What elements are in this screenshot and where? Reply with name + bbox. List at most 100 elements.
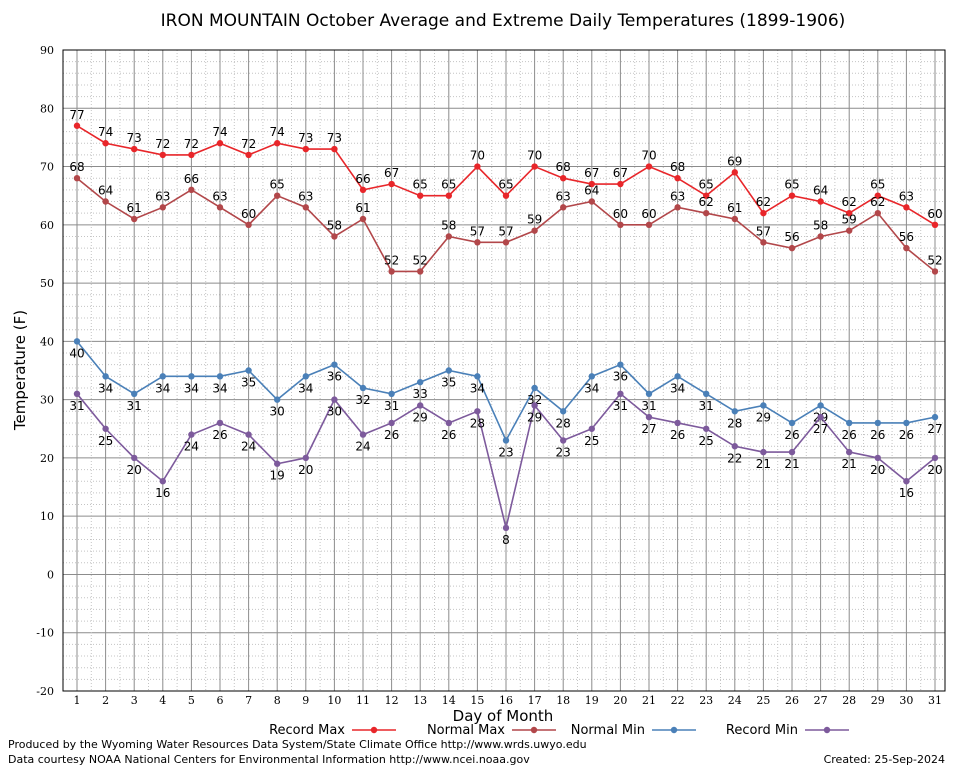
data-label: 20 bbox=[927, 463, 942, 477]
data-label: 60 bbox=[641, 207, 656, 221]
data-label: 25 bbox=[584, 434, 599, 448]
data-label: 19 bbox=[270, 469, 285, 483]
data-point bbox=[474, 163, 481, 170]
legend-item: Record Min bbox=[726, 723, 849, 738]
data-point bbox=[73, 122, 81, 129]
data-point bbox=[788, 192, 796, 199]
data-point bbox=[188, 373, 195, 380]
data-point bbox=[531, 384, 538, 392]
data-label: 34 bbox=[212, 381, 227, 395]
plot-area-border bbox=[62, 49, 946, 692]
data-point bbox=[645, 221, 653, 229]
data-label: 68 bbox=[670, 160, 685, 174]
x-tick-label: 5 bbox=[188, 694, 195, 707]
data-label: 34 bbox=[584, 381, 599, 395]
data-label: 67 bbox=[613, 166, 628, 180]
data-point bbox=[502, 239, 510, 246]
data-label: 67 bbox=[584, 166, 599, 180]
data-label: 31 bbox=[384, 399, 399, 413]
data-point bbox=[216, 140, 224, 147]
data-point bbox=[931, 221, 939, 229]
legend-marker bbox=[530, 726, 538, 734]
x-tick-label: 22 bbox=[671, 694, 685, 707]
data-point bbox=[874, 192, 881, 199]
data-point bbox=[159, 204, 166, 211]
data-label: 28 bbox=[556, 416, 571, 430]
data-point bbox=[274, 396, 281, 403]
data-point bbox=[846, 209, 853, 217]
x-tick-label: 4 bbox=[159, 694, 166, 707]
data-point bbox=[102, 198, 109, 205]
data-label: 34 bbox=[155, 381, 170, 395]
data-point bbox=[245, 151, 252, 159]
data-label: 65 bbox=[870, 178, 885, 192]
x-tick-label: 25 bbox=[756, 694, 770, 707]
data-label: 58 bbox=[813, 218, 828, 232]
data-point bbox=[788, 419, 796, 427]
y-tick-label: 40 bbox=[40, 335, 54, 348]
data-point bbox=[588, 198, 595, 205]
data-label: 26 bbox=[870, 428, 885, 442]
data-label: 16 bbox=[899, 486, 914, 500]
data-point bbox=[245, 367, 252, 374]
data-point bbox=[903, 204, 910, 211]
data-point bbox=[359, 186, 367, 194]
data-point bbox=[502, 437, 510, 444]
data-point bbox=[760, 448, 767, 456]
data-point bbox=[216, 204, 224, 211]
legend-item: Normal Min bbox=[571, 723, 696, 738]
data-label: 65 bbox=[270, 178, 285, 192]
data-label: 28 bbox=[727, 416, 742, 430]
data-point bbox=[645, 163, 653, 170]
data-label: 26 bbox=[784, 428, 799, 442]
y-tick-label: 10 bbox=[40, 510, 54, 523]
x-tick-label: 30 bbox=[899, 694, 913, 707]
data-point bbox=[102, 373, 109, 380]
data-point bbox=[817, 402, 824, 409]
data-point bbox=[903, 478, 910, 485]
data-point bbox=[674, 419, 681, 427]
y-tick-label: 20 bbox=[40, 452, 54, 465]
data-point bbox=[788, 448, 796, 456]
data-label: 27 bbox=[641, 422, 656, 436]
data-point bbox=[445, 367, 452, 374]
data-label: 36 bbox=[613, 370, 628, 384]
data-label: 72 bbox=[241, 137, 256, 151]
data-label: 35 bbox=[441, 376, 456, 390]
data-point bbox=[502, 524, 510, 532]
x-tick-label: 20 bbox=[613, 694, 627, 707]
data-point bbox=[588, 180, 595, 188]
x-tick-label: 3 bbox=[131, 694, 138, 707]
data-label: 74 bbox=[270, 125, 285, 139]
data-point bbox=[245, 221, 252, 229]
y-tick-label: 70 bbox=[40, 161, 54, 174]
data-point bbox=[388, 390, 395, 398]
data-point bbox=[531, 402, 538, 409]
data-label: 32 bbox=[527, 393, 542, 407]
y-tick-label: -20 bbox=[36, 685, 54, 698]
data-label: 59 bbox=[527, 213, 542, 227]
data-point bbox=[817, 233, 824, 240]
x-tick-label: 14 bbox=[442, 694, 456, 707]
data-point bbox=[388, 268, 395, 275]
data-label: 23 bbox=[556, 445, 571, 459]
x-axis-ticks: 1 2 3 4 5 6 7 8 9 10 11 12 13 14 15 16 17 18 19 20 21 22 23 24 2… bbox=[74, 694, 943, 707]
data-point bbox=[331, 396, 338, 403]
data-label: 30 bbox=[270, 405, 285, 419]
series-record-max: 77 74 73 72 72 74 72 74 73 73 66 67 65 65 70 65 70 68 67 67… bbox=[69, 108, 943, 229]
data-point bbox=[188, 431, 195, 438]
data-label: 69 bbox=[727, 154, 742, 168]
data-label: 72 bbox=[184, 137, 199, 151]
data-point bbox=[102, 140, 109, 147]
data-point bbox=[731, 215, 738, 223]
data-point bbox=[159, 151, 166, 159]
data-point bbox=[331, 361, 338, 368]
data-label: 68 bbox=[69, 160, 84, 174]
data-label: 26 bbox=[441, 428, 456, 442]
data-point bbox=[131, 454, 138, 462]
data-label: 29 bbox=[527, 410, 542, 424]
x-tick-label: 17 bbox=[528, 694, 542, 707]
data-label: 73 bbox=[327, 131, 342, 145]
data-point bbox=[731, 408, 738, 415]
data-label: 34 bbox=[470, 381, 485, 395]
